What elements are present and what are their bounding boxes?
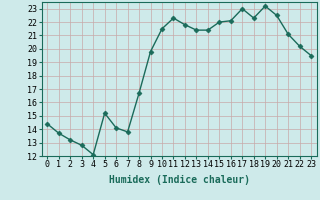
- X-axis label: Humidex (Indice chaleur): Humidex (Indice chaleur): [109, 175, 250, 185]
